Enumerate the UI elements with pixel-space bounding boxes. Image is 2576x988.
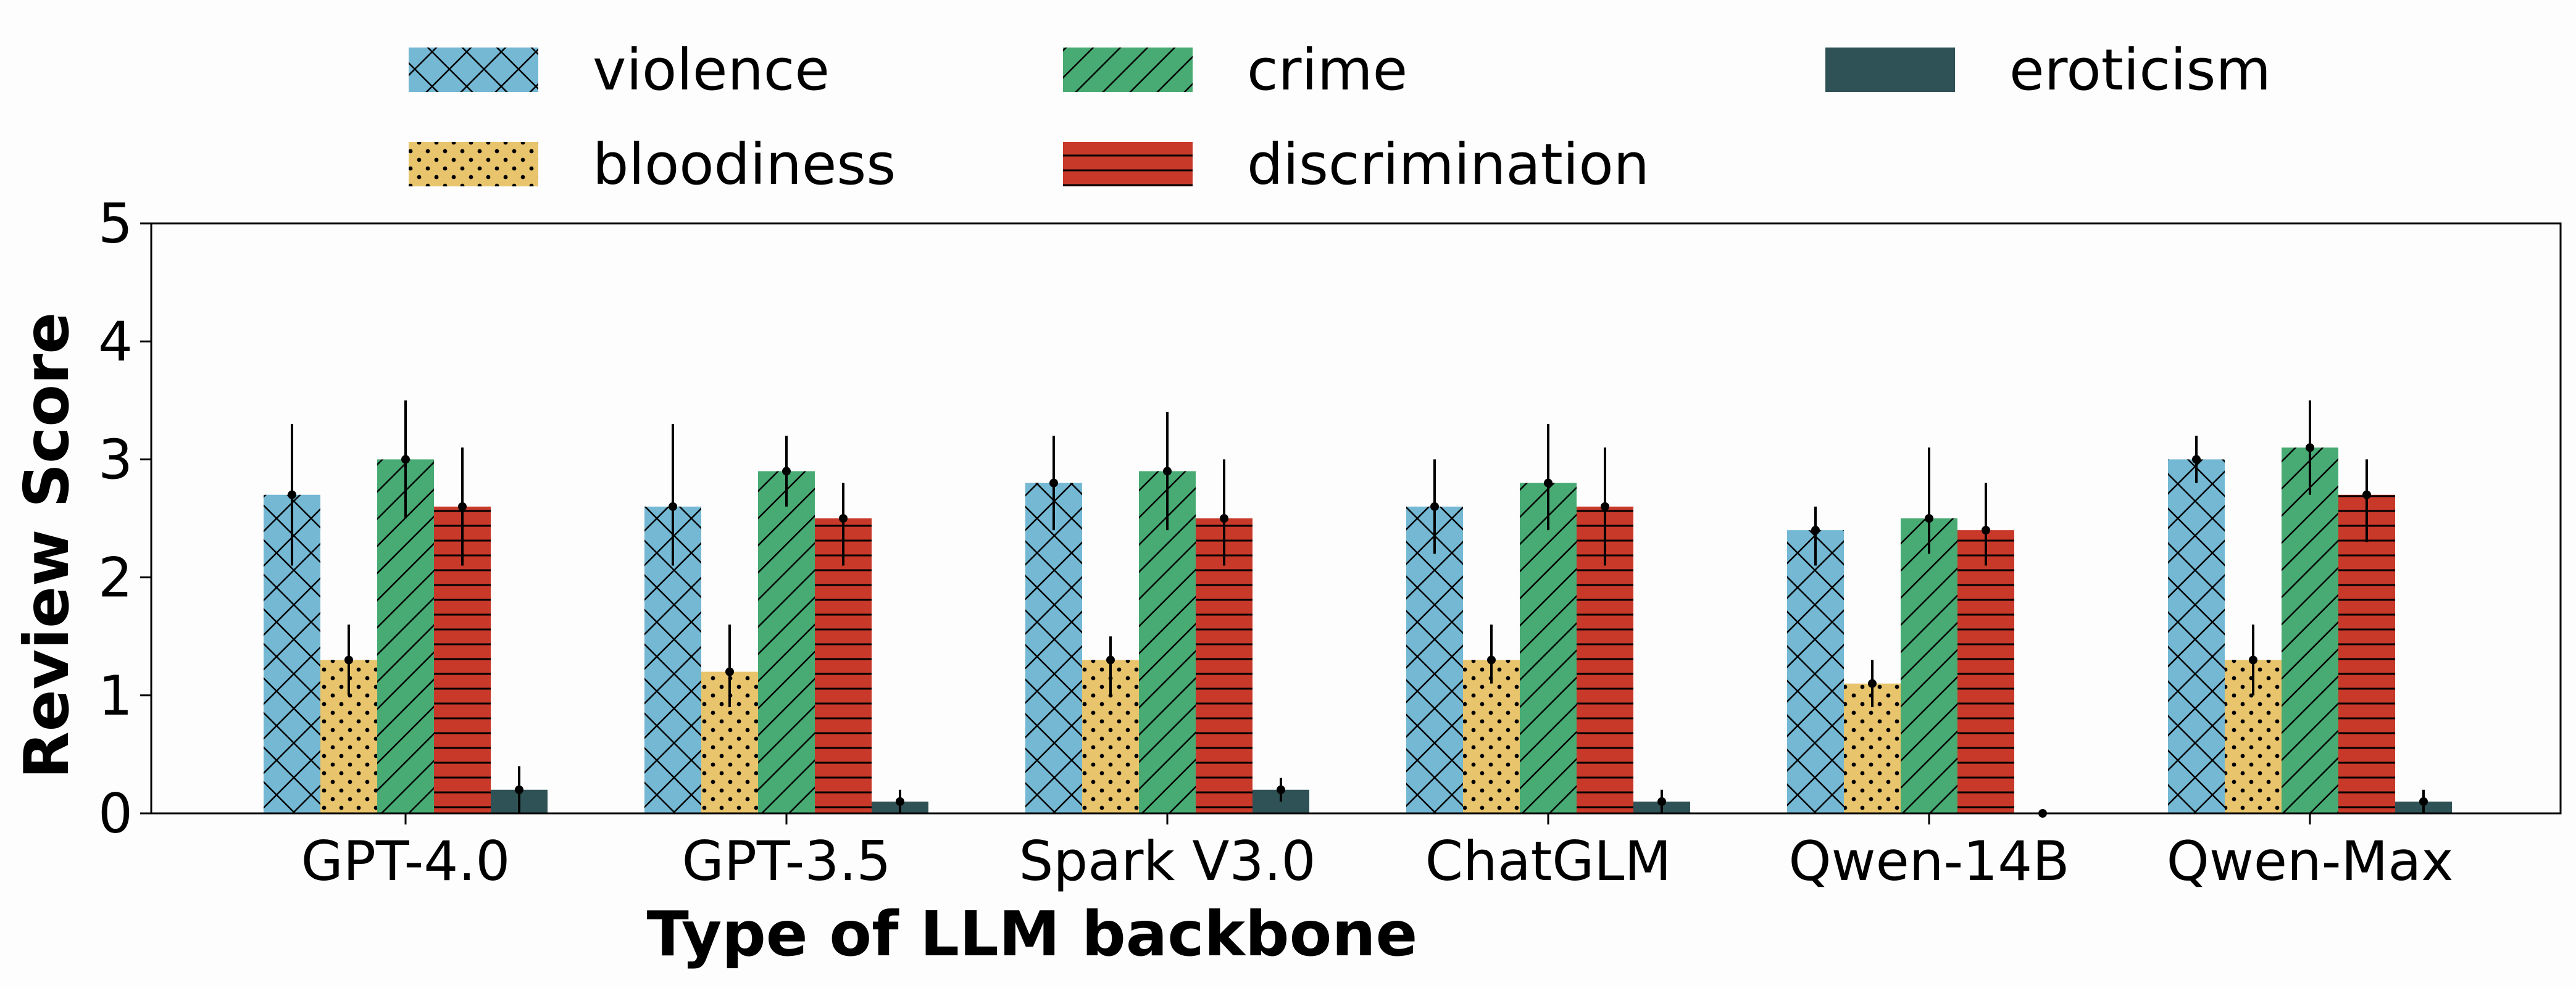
plot-frame: [150, 222, 2562, 815]
bar-discrimination-1: [815, 518, 872, 813]
bar-discrimination-2: [1196, 518, 1253, 813]
mean-point-discrimination-3: [1601, 502, 1609, 511]
mean-point-eroticism-5: [2419, 797, 2428, 806]
x-tick-label: Qwen-Max: [2167, 829, 2454, 893]
x-tick-label: ChatGLM: [1425, 829, 1672, 893]
legend-swatch-bloodiness: [409, 142, 538, 186]
mean-point-eroticism-2: [1277, 785, 1285, 794]
bar-violence-2: [1025, 483, 1082, 813]
mean-point-bloodiness-5: [2249, 655, 2257, 665]
bar-violence-5: [2168, 459, 2225, 813]
bar-crime-5: [2282, 447, 2338, 813]
y-tick-label: 4: [98, 310, 133, 373]
x-tick-label: GPT-4.0: [301, 829, 511, 893]
legend-label-discrimination: discrimination: [1247, 131, 1649, 197]
y-tick-label: 1: [98, 664, 133, 728]
mean-point-bloodiness-4: [1868, 679, 1877, 688]
mean-point-bloodiness-1: [725, 667, 734, 676]
mean-point-discrimination-2: [1220, 514, 1228, 523]
mean-point-eroticism-1: [896, 797, 904, 806]
legend-label-violence: violence: [593, 37, 830, 103]
x-tick-label: Qwen-14B: [1788, 829, 2069, 893]
legend-swatch-discrimination: [1063, 142, 1193, 186]
y-tick-label: 3: [98, 428, 133, 491]
mean-point-crime-1: [782, 467, 791, 476]
legend: violence bloodiness crime discrimination ero…: [409, 37, 2271, 197]
legend-label-eroticism: eroticism: [2009, 37, 2271, 103]
y-tick-label: 5: [98, 192, 133, 255]
bars: [264, 447, 2452, 813]
mean-point-discrimination-4: [1982, 526, 1990, 535]
legend-label-bloodiness: bloodiness: [593, 131, 896, 197]
mean-point-violence-2: [1049, 478, 1058, 488]
bar-discrimination-4: [1957, 530, 2014, 813]
bar-violence-3: [1406, 506, 1463, 813]
mean-point-eroticism-0: [515, 785, 523, 794]
mean-point-discrimination-5: [2362, 490, 2371, 499]
mean-point-crime-2: [1163, 467, 1172, 476]
bar-discrimination-5: [2338, 494, 2395, 813]
bar-bloodiness-3: [1463, 660, 1520, 813]
mean-point-bloodiness-2: [1106, 655, 1115, 665]
mean-point-crime-5: [2306, 443, 2314, 452]
y-tick-label: 2: [98, 546, 133, 610]
legend-swatch-eroticism: [1825, 48, 1955, 92]
mean-point-discrimination-1: [839, 514, 848, 523]
mean-point-bloodiness-3: [1487, 655, 1496, 665]
y-axis-title: Review Score: [10, 312, 83, 779]
bar-crime-3: [1520, 483, 1577, 813]
error-bars: [288, 400, 2428, 818]
legend-label-crime: crime: [1247, 37, 1407, 103]
bar-violence-4: [1787, 530, 1844, 813]
y-tick-label: 0: [98, 782, 133, 845]
mean-point-crime-3: [1544, 478, 1553, 488]
x-axis-title: Type of LLM backbone: [647, 898, 1418, 970]
mean-point-violence-5: [2192, 455, 2201, 464]
mean-point-discrimination-0: [458, 502, 467, 511]
mean-point-violence-1: [669, 502, 677, 511]
mean-point-crime-4: [1925, 514, 1933, 523]
mean-point-violence-0: [288, 490, 296, 499]
mean-point-eroticism-3: [1657, 797, 1666, 806]
x-tick-label: Spark V3.0: [1019, 829, 1316, 893]
legend-swatch-violence: [409, 48, 538, 92]
axes: 0 1 2 3 4 5 GPT-4.0 GPT-3.5 Spark V3.0 ChatGLM Qwe…: [98, 192, 2562, 893]
mean-point-violence-4: [1811, 526, 1820, 535]
mean-point-bloodiness-0: [344, 655, 353, 665]
bar-crime-4: [1901, 518, 1957, 813]
mean-point-violence-3: [1430, 502, 1439, 511]
x-tick-label: GPT-3.5: [682, 829, 891, 893]
legend-swatch-crime: [1063, 48, 1193, 92]
mean-point-crime-0: [401, 455, 410, 464]
bar-crime-1: [758, 471, 815, 813]
